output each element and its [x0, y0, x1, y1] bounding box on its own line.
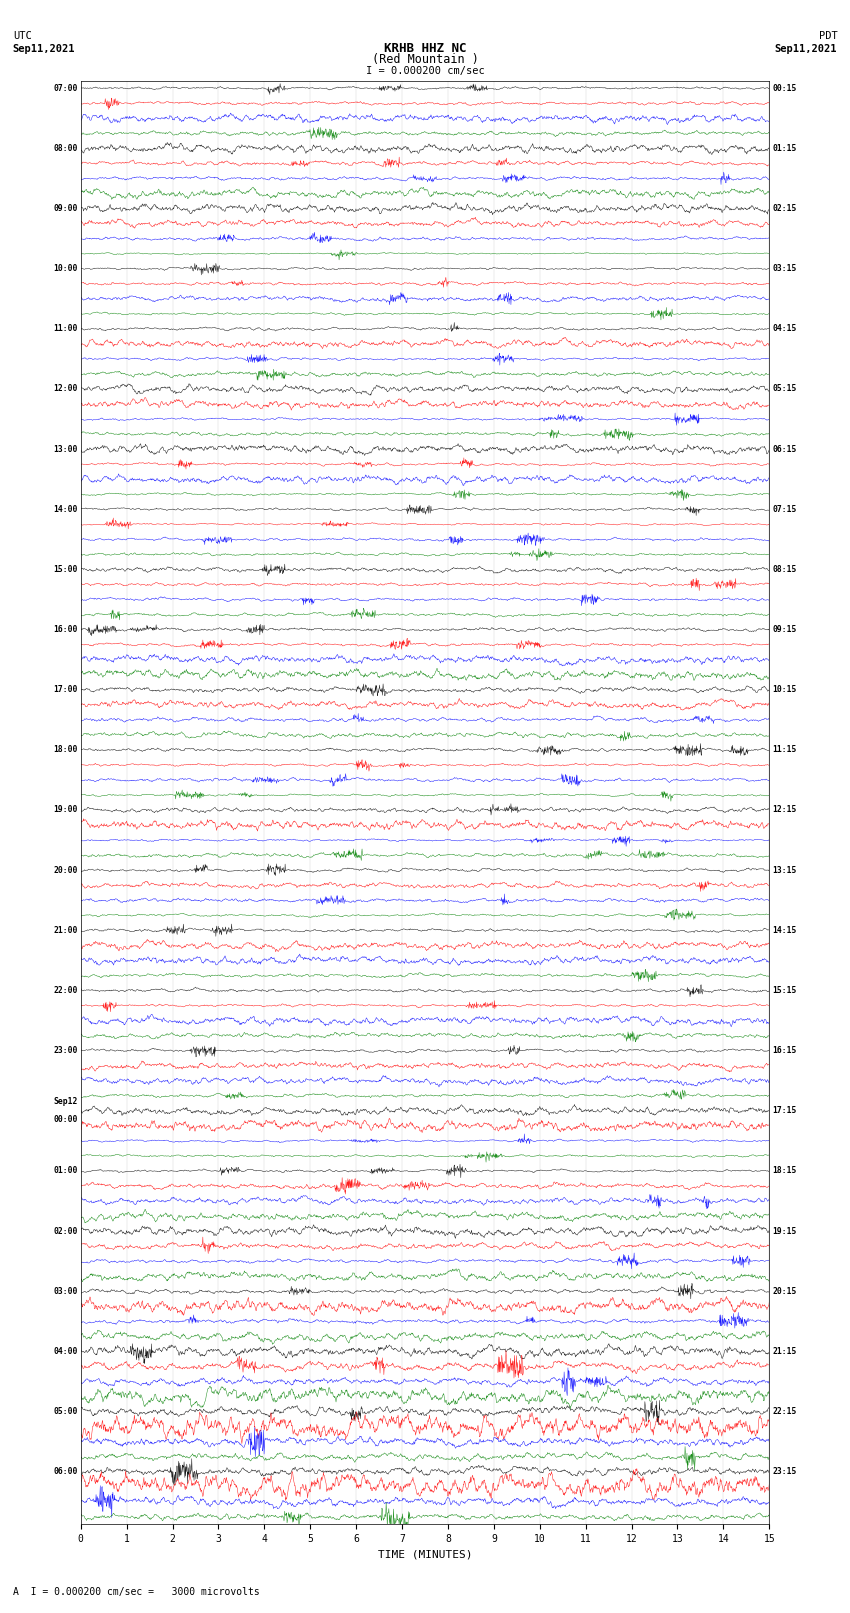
- Text: 17:15: 17:15: [772, 1107, 796, 1115]
- Text: 01:15: 01:15: [772, 144, 796, 153]
- Text: 05:00: 05:00: [54, 1407, 78, 1416]
- Text: 02:15: 02:15: [772, 203, 796, 213]
- Text: Sep11,2021: Sep11,2021: [13, 44, 76, 53]
- Text: 04:15: 04:15: [772, 324, 796, 334]
- Text: Sep11,2021: Sep11,2021: [774, 44, 837, 53]
- Text: 18:00: 18:00: [54, 745, 78, 755]
- Text: 09:15: 09:15: [772, 624, 796, 634]
- Text: 01:00: 01:00: [54, 1166, 78, 1176]
- Text: 08:00: 08:00: [54, 144, 78, 153]
- Text: 02:00: 02:00: [54, 1226, 78, 1236]
- Text: 21:00: 21:00: [54, 926, 78, 936]
- Text: 10:00: 10:00: [54, 265, 78, 273]
- Text: 12:15: 12:15: [772, 805, 796, 815]
- Text: 09:00: 09:00: [54, 203, 78, 213]
- X-axis label: TIME (MINUTES): TIME (MINUTES): [377, 1550, 473, 1560]
- Text: 00:00: 00:00: [54, 1115, 78, 1124]
- Text: PDT: PDT: [819, 31, 837, 40]
- Text: 08:15: 08:15: [772, 565, 796, 574]
- Text: 20:15: 20:15: [772, 1287, 796, 1295]
- Text: UTC: UTC: [13, 31, 31, 40]
- Text: 11:00: 11:00: [54, 324, 78, 334]
- Text: 23:15: 23:15: [772, 1468, 796, 1476]
- Text: 18:15: 18:15: [772, 1166, 796, 1176]
- Text: 14:00: 14:00: [54, 505, 78, 513]
- Text: 19:00: 19:00: [54, 805, 78, 815]
- Text: 03:00: 03:00: [54, 1287, 78, 1295]
- Text: 12:00: 12:00: [54, 384, 78, 394]
- Text: 06:00: 06:00: [54, 1468, 78, 1476]
- Text: 19:15: 19:15: [772, 1226, 796, 1236]
- Text: (Red Mountain ): (Red Mountain ): [371, 53, 479, 66]
- Text: I = 0.000200 cm/sec: I = 0.000200 cm/sec: [366, 66, 484, 76]
- Text: 15:15: 15:15: [772, 986, 796, 995]
- Text: Sep12: Sep12: [54, 1097, 78, 1107]
- Text: 14:15: 14:15: [772, 926, 796, 936]
- Text: 05:15: 05:15: [772, 384, 796, 394]
- Text: 16:15: 16:15: [772, 1047, 796, 1055]
- Text: 06:15: 06:15: [772, 445, 796, 453]
- Text: 21:15: 21:15: [772, 1347, 796, 1357]
- Text: 16:00: 16:00: [54, 624, 78, 634]
- Text: KRHB HHZ NC: KRHB HHZ NC: [383, 42, 467, 55]
- Text: 04:00: 04:00: [54, 1347, 78, 1357]
- Text: 13:15: 13:15: [772, 866, 796, 874]
- Text: 22:15: 22:15: [772, 1407, 796, 1416]
- Text: 07:15: 07:15: [772, 505, 796, 513]
- Text: 15:00: 15:00: [54, 565, 78, 574]
- Text: 13:00: 13:00: [54, 445, 78, 453]
- Text: 07:00: 07:00: [54, 84, 78, 92]
- Text: 11:15: 11:15: [772, 745, 796, 755]
- Text: 22:00: 22:00: [54, 986, 78, 995]
- Text: 10:15: 10:15: [772, 686, 796, 694]
- Text: A  I = 0.000200 cm/sec =   3000 microvolts: A I = 0.000200 cm/sec = 3000 microvolts: [13, 1587, 259, 1597]
- Text: 20:00: 20:00: [54, 866, 78, 874]
- Text: 00:15: 00:15: [772, 84, 796, 92]
- Text: 23:00: 23:00: [54, 1047, 78, 1055]
- Text: 03:15: 03:15: [772, 265, 796, 273]
- Text: 17:00: 17:00: [54, 686, 78, 694]
